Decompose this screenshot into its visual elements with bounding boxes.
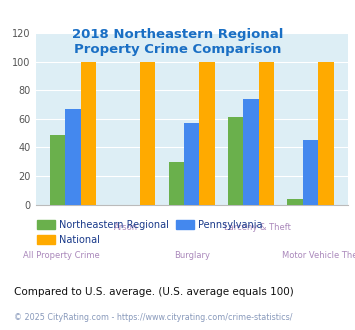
Text: © 2025 CityRating.com - https://www.cityrating.com/crime-statistics/: © 2025 CityRating.com - https://www.city… (14, 313, 293, 322)
Bar (228, 117, 244, 205)
Text: Compared to U.S. average. (U.S. average equals 100): Compared to U.S. average. (U.S. average … (14, 287, 294, 297)
Text: 2018 Northeastern Regional
Property Crime Comparison: 2018 Northeastern Regional Property Crim… (72, 28, 283, 56)
Bar (169, 162, 184, 205)
Legend: Northeastern Regional, National, Pennsylvania: Northeastern Regional, National, Pennsyl… (33, 216, 266, 249)
Text: Arson: Arson (114, 223, 138, 232)
Bar (200, 62, 215, 205)
Text: All Property Crime: All Property Crime (23, 251, 99, 260)
Text: Burglary: Burglary (174, 251, 210, 260)
Bar (287, 199, 303, 205)
Bar (81, 62, 96, 205)
Bar (259, 62, 274, 205)
Text: Motor Vehicle Theft: Motor Vehicle Theft (282, 251, 355, 260)
Bar (244, 99, 259, 205)
Bar (50, 135, 65, 205)
Bar (318, 62, 334, 205)
Bar (184, 123, 200, 205)
Bar (140, 62, 155, 205)
Bar (65, 109, 81, 205)
Bar (303, 140, 318, 205)
Text: Larceny & Theft: Larceny & Theft (224, 223, 290, 232)
